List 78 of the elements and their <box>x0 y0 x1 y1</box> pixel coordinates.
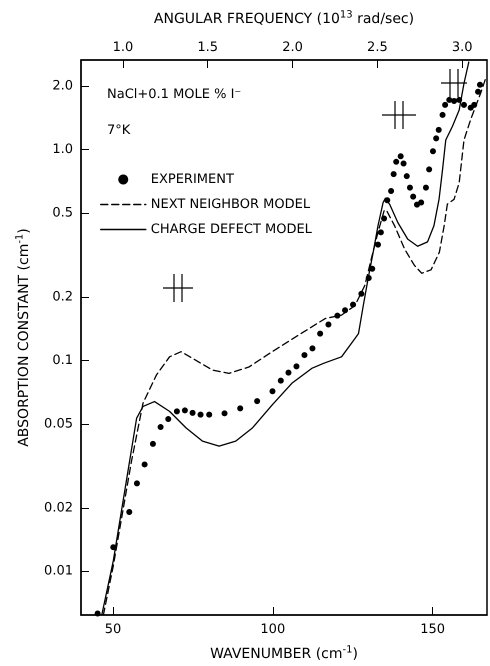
point <box>278 378 284 384</box>
point <box>398 153 404 160</box>
point <box>222 410 228 416</box>
point <box>134 480 140 486</box>
annotation: NaCl+0.1 MOLE % I⁻ <box>107 87 242 102</box>
annotation: 7°K <box>107 123 131 138</box>
point <box>301 352 308 358</box>
x-tick-label: 150 <box>420 622 446 637</box>
y-tick-label: 2.0 <box>52 78 73 94</box>
point <box>442 102 448 108</box>
point <box>418 200 424 206</box>
point <box>404 173 410 180</box>
point <box>384 197 390 204</box>
point <box>293 363 300 370</box>
point <box>358 290 364 297</box>
point <box>309 345 316 352</box>
point <box>430 148 436 154</box>
point <box>475 88 482 95</box>
y-tick-label: 0.2 <box>52 289 73 304</box>
point <box>342 307 348 314</box>
point <box>198 412 204 418</box>
point <box>317 330 324 337</box>
x2-tick-label: 1.5 <box>197 40 218 55</box>
point <box>182 407 188 414</box>
point <box>94 610 101 617</box>
legend-label: EXPERIMENT <box>150 172 234 187</box>
legend-label: CHARGE DEFECT MODEL <box>150 222 313 237</box>
point <box>388 188 394 194</box>
point <box>369 266 376 272</box>
point <box>190 410 196 416</box>
y-tick-label: 0.05 <box>44 416 73 432</box>
x-tick-label: 50 <box>104 622 122 637</box>
point <box>374 242 381 248</box>
x-tick-label: 100 <box>260 622 286 637</box>
point <box>476 82 483 88</box>
point <box>158 424 164 430</box>
point <box>406 184 413 191</box>
point <box>334 312 340 319</box>
point <box>165 416 172 422</box>
point <box>393 158 400 165</box>
point <box>390 171 397 178</box>
legend-label: NEXT NEIGHBOR MODEL <box>150 197 311 212</box>
point <box>325 322 332 328</box>
point <box>381 216 388 222</box>
point <box>460 102 467 108</box>
y-tick-label: 0.02 <box>44 500 73 516</box>
point <box>422 184 429 191</box>
point <box>285 370 292 376</box>
point <box>366 274 372 281</box>
point <box>426 166 432 172</box>
point <box>237 405 244 412</box>
point <box>471 102 478 108</box>
point <box>142 461 148 468</box>
y-axis-title: ABSORPTION CONSTANT (cm-1) <box>14 228 32 447</box>
point <box>150 440 156 447</box>
x2-tick-label: 2.0 <box>282 40 303 55</box>
point <box>410 194 416 200</box>
y-tick-label: 0.01 <box>44 564 73 579</box>
point <box>350 302 356 308</box>
point <box>174 408 180 414</box>
point <box>126 508 132 515</box>
y-tick-label: 0.5 <box>52 206 73 221</box>
point <box>269 388 276 394</box>
point <box>254 398 260 404</box>
point <box>433 135 440 142</box>
x2-tick-label: 1.0 <box>112 40 134 55</box>
point <box>378 229 384 236</box>
y-tick-label: 1.0 <box>52 142 73 158</box>
point <box>451 98 458 104</box>
point <box>110 544 116 550</box>
x2-tick-label: 2.5 <box>367 40 388 55</box>
y-tick-label: 0.1 <box>52 352 73 368</box>
point <box>436 126 442 133</box>
point <box>456 96 462 103</box>
point <box>400 160 407 166</box>
point <box>440 112 446 118</box>
x2-tick-label: 3.0 <box>452 40 473 55</box>
point <box>206 412 212 418</box>
